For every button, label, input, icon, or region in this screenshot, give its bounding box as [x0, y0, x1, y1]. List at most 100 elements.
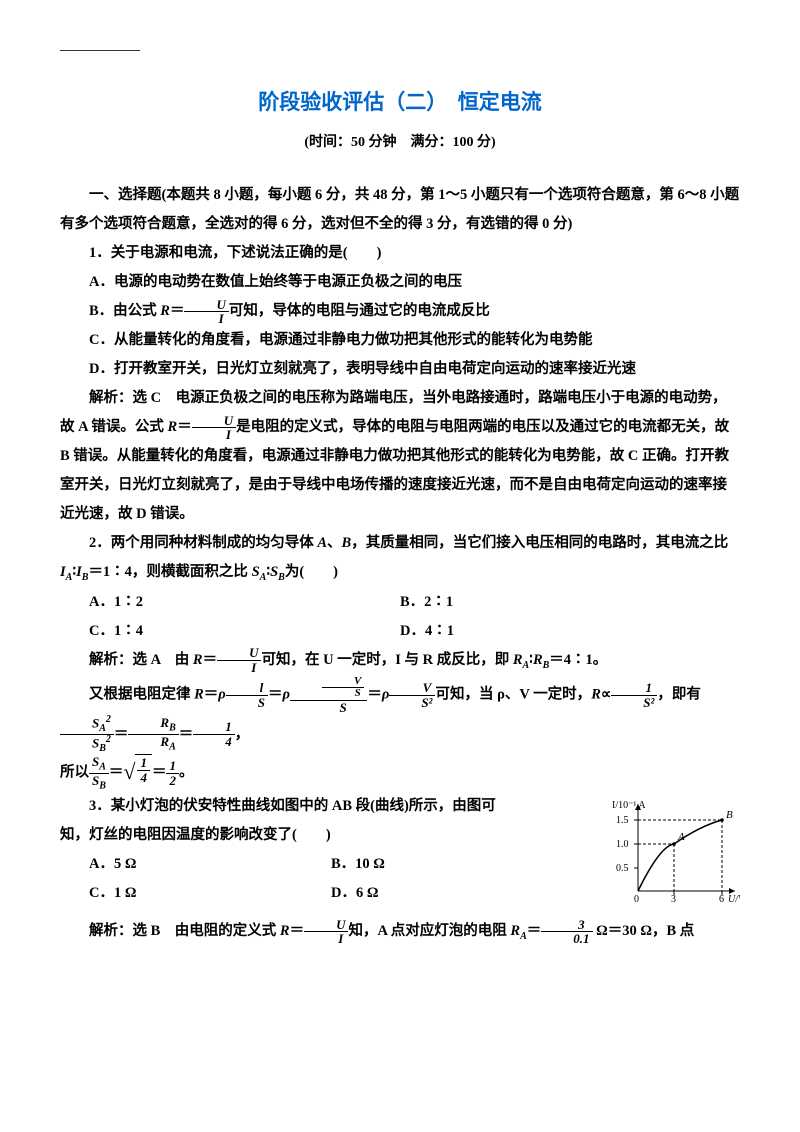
q2-f9n: 1: [166, 759, 179, 774]
q3-opts-row2: C．1 Ω D．6 Ω: [60, 879, 602, 908]
q2-f7d: 4: [193, 735, 235, 749]
q1-stem: 1．关于电源和电流，下述说法正确的是( ): [60, 239, 740, 268]
q2-a1e: ＝4∶1。: [549, 652, 607, 668]
iv-chart: A B 0.5 1.0 1.5 0 3 6 I/10⁻¹ A U/V: [610, 796, 740, 917]
chart-point-b-label: B: [726, 809, 733, 821]
q3-fA: 30.1: [541, 918, 592, 946]
q3-opt-a: A．5 Ω: [60, 850, 331, 879]
q2-s1: 2．两个用同种材料制成的均匀导体: [89, 535, 317, 551]
q2-f6: RBRA: [128, 716, 178, 753]
q2-ans3: 所以SASB＝√14＝12。: [60, 754, 740, 792]
q3-fdd: I: [304, 932, 348, 946]
q1-b-post: 可知，导体的电阻与通过它的电流成反比: [229, 303, 490, 319]
q3-fAd: 0.1: [541, 932, 592, 946]
q2-sqrt: √14: [123, 754, 152, 784]
q1-b-den: I: [184, 312, 228, 326]
q2-sqrt-body: 14: [135, 754, 152, 784]
q2-a1frac: UI: [217, 646, 261, 674]
q2-ans2: 又根据电阻定律 R＝ρlS＝ρVSS＝ρVS²可知，当 ρ、V 一定时，R∝1S…: [60, 676, 740, 755]
q2-f7: 14: [193, 720, 235, 748]
q3-opt-c: C．1 Ω: [60, 879, 331, 908]
q2-s2: 、: [327, 535, 342, 551]
svg-text:0.5: 0.5: [616, 863, 629, 874]
q2-a3e: 。: [179, 765, 194, 781]
q1-ans-R: R: [168, 419, 178, 435]
q1-ans-frac: UI: [192, 414, 236, 442]
q2-opt-d: D．4∶1: [400, 617, 740, 646]
q2-opts-row1: A．1∶2 B．2∶1: [60, 588, 740, 617]
q2-f8: SASB: [89, 755, 109, 792]
q2-f5: SA2SB2: [60, 715, 114, 755]
q1-ans-eq: ＝: [177, 419, 192, 435]
svg-text:3: 3: [671, 894, 676, 905]
q2-f3: VS²: [389, 681, 435, 709]
q1-b-num: U: [184, 298, 228, 313]
q2-f1n: l: [226, 681, 268, 696]
sqrt-icon: √: [123, 766, 135, 777]
q2-f1: lS: [226, 681, 268, 709]
q2-B: B: [342, 535, 352, 551]
q2-opt-a: A．1∶2: [60, 588, 400, 617]
q3-fdef: UI: [304, 918, 348, 946]
top-rule: [60, 50, 140, 51]
q2-SA: SA: [252, 564, 267, 580]
page-title: 阶段验收评估（二） 恒定电流: [60, 81, 740, 123]
q2-a2p: 又根据电阻定律: [89, 686, 194, 702]
chart-point-a-label: A: [677, 831, 685, 843]
q3-opt-d: D．6 Ω: [331, 879, 602, 908]
section-heading: 一、选择题(本题共 8 小题，每小题 6 分，共 48 分，第 1～5 小题只有…: [60, 181, 740, 239]
q2-a1p: 解析：选 A 由: [89, 652, 193, 668]
q2-f4d: S²: [611, 696, 657, 710]
q2-f5n: SA2: [60, 715, 114, 735]
q2-rho3: ρ: [382, 686, 389, 702]
q2-f2n: VS: [290, 676, 367, 701]
q2-RA: RA: [513, 652, 529, 668]
q2-f3d: S²: [389, 696, 435, 710]
q1-ans-den: I: [192, 428, 236, 442]
q2-opt-c: C．1∶4: [60, 617, 400, 646]
q3-fAn: 3: [541, 918, 592, 933]
page-subtitle: (时间：50 分钟 满分：100 分): [60, 129, 740, 157]
q2-ce2: ＝: [367, 686, 382, 702]
q3-apo: 知，A 点对应灯泡的电阻: [348, 923, 510, 939]
q2-a3p: 所以: [60, 765, 89, 781]
q2-s3: ，其质量相同，当它们接入电压相同的电路时，其电流之比: [351, 535, 728, 551]
q2-s4: ＝1∶4，则横截面积之比: [88, 564, 251, 580]
q3-ar: Ω＝30 Ω，B 点: [593, 923, 695, 939]
q2-f3n: V: [389, 681, 435, 696]
q2-IB: IB: [76, 564, 88, 580]
q2-s5: 为( ): [285, 564, 338, 580]
q2-f9d: 2: [166, 774, 179, 788]
q2-hence: ，即有: [657, 686, 701, 702]
q2-f2d: S: [290, 701, 367, 715]
q3-R: R: [280, 923, 290, 939]
q2-rho1: ρ: [218, 686, 225, 702]
q2-a1R: R: [193, 652, 203, 668]
q2-f2: VSS: [290, 676, 367, 715]
q1-b-eq: ＝: [170, 303, 185, 319]
chart-ylabel: I/10⁻¹ A: [612, 800, 646, 811]
svg-text:1.5: 1.5: [616, 815, 629, 826]
q1-opt-c: C．从能量转化的角度看，电源通过非静电力做功把其他形式的能转化为电势能: [60, 326, 740, 355]
q1-b-frac: UI: [184, 298, 228, 326]
q3-ap: 解析：选 B 由电阻的定义式: [89, 923, 280, 939]
q2-SB: SB: [270, 564, 285, 580]
q2-a1n: U: [217, 646, 261, 661]
q2-ce1: ＝: [268, 686, 283, 702]
q2-f8d: SB: [89, 774, 109, 792]
q2-A: A: [317, 535, 327, 551]
q2-eq3: ＝: [179, 726, 194, 742]
q2-f5d: SB2: [60, 735, 114, 754]
q2-RB: RB: [533, 652, 549, 668]
q3-RA: RA: [510, 923, 526, 939]
q2-a3eq: ＝: [109, 765, 124, 781]
q2-rho2: ρ: [283, 686, 290, 702]
q2-a1d: I: [217, 661, 261, 675]
q1-b-pre: B．由公式: [89, 303, 160, 319]
q2-a2R: R: [194, 686, 204, 702]
q2-a1po: 可知，在 U 一定时，I 与 R 成反比，即: [261, 652, 512, 668]
q2-f1d: S: [226, 696, 268, 710]
q3-analysis: 解析：选 B 由电阻的定义式 R＝UI知，A 点对应灯泡的电阻 RA＝30.1 …: [60, 917, 740, 947]
q2-a2m: 可知，当 ρ、V 一定时，: [435, 686, 591, 702]
q2-f6n: RB: [128, 716, 178, 735]
